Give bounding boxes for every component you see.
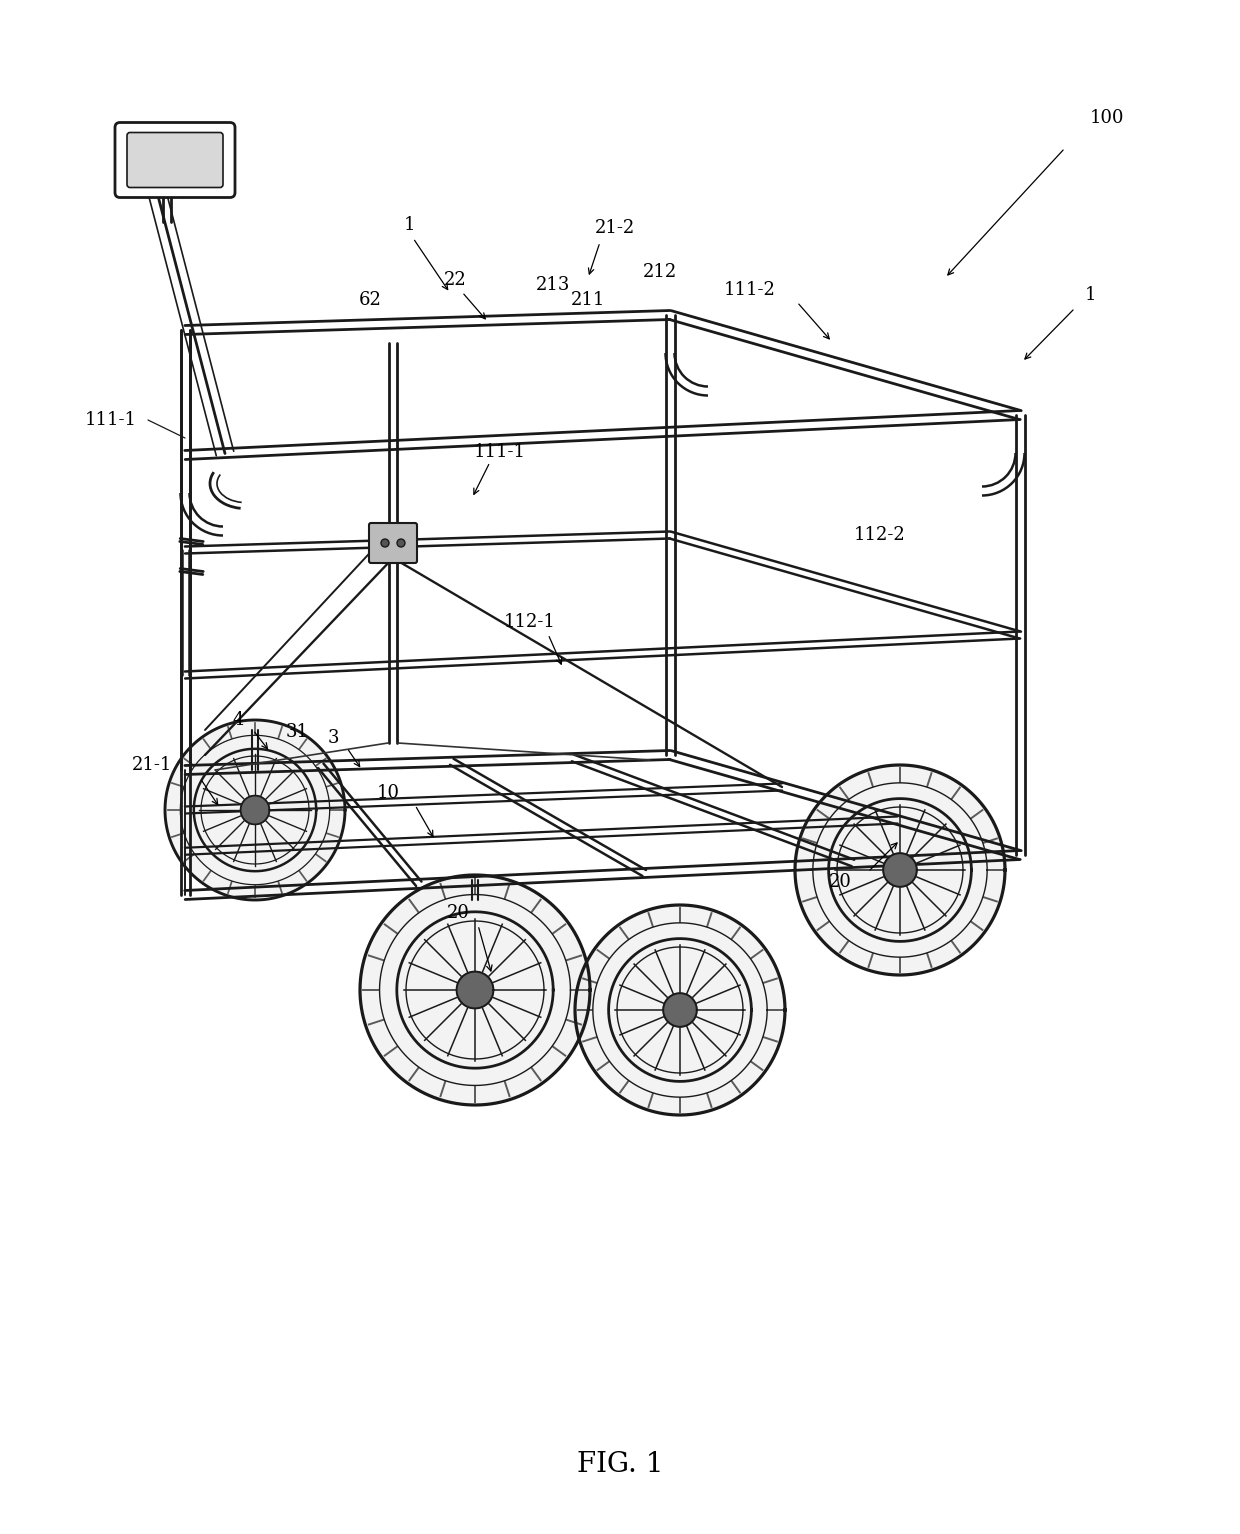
FancyBboxPatch shape [115,123,236,198]
Polygon shape [663,992,697,1026]
Text: 20: 20 [828,873,852,891]
Text: 1: 1 [404,216,415,235]
Text: 112-2: 112-2 [854,526,906,545]
Text: 21-2: 21-2 [595,219,635,236]
Polygon shape [165,719,345,900]
FancyBboxPatch shape [126,132,223,187]
Polygon shape [241,796,269,824]
FancyBboxPatch shape [370,523,417,563]
Text: 112-1: 112-1 [505,614,556,630]
Text: 4: 4 [232,710,244,729]
Text: 31: 31 [285,723,309,741]
Polygon shape [575,905,785,1115]
Circle shape [381,538,389,548]
Polygon shape [795,765,1004,976]
Text: 62: 62 [358,291,382,308]
Text: 10: 10 [377,784,399,802]
Text: 20: 20 [446,904,470,922]
Circle shape [397,538,405,548]
Text: FIG. 1: FIG. 1 [577,1451,663,1479]
Text: 21-1: 21-1 [131,756,172,775]
Text: 211: 211 [570,291,605,308]
Text: 212: 212 [642,262,677,281]
Polygon shape [456,971,494,1008]
Text: 22: 22 [444,272,466,288]
Text: 111-1: 111-1 [474,443,526,462]
Polygon shape [360,874,590,1104]
Text: 1: 1 [1085,285,1096,304]
Text: 100: 100 [1090,109,1125,127]
Polygon shape [883,853,916,887]
Text: 111-2: 111-2 [724,281,776,299]
Text: 111-1: 111-1 [86,411,136,430]
Text: 213: 213 [536,276,570,295]
Text: 3: 3 [327,729,339,747]
